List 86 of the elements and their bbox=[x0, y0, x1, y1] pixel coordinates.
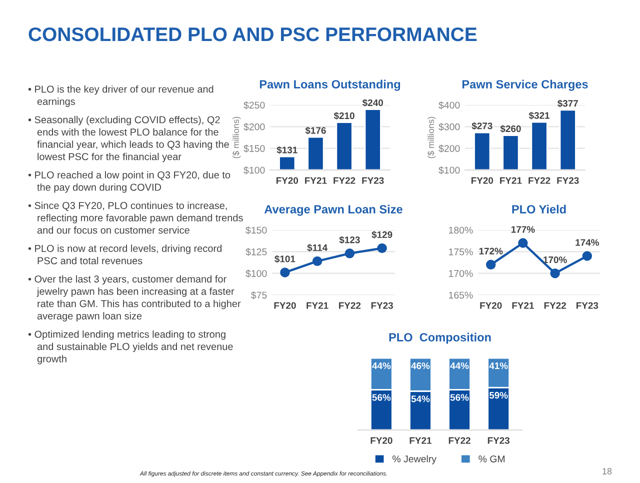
data-label: $123 bbox=[339, 236, 360, 244]
x-tick-label: FY20 bbox=[471, 177, 494, 184]
y-tick-label: $200 bbox=[244, 122, 265, 131]
data-label: $240 bbox=[362, 98, 383, 107]
y-tick-label: $125 bbox=[246, 248, 267, 256]
x-tick-label: FY21 bbox=[410, 437, 432, 444]
data-label: 44% bbox=[372, 362, 391, 370]
y-tick-label: $400 bbox=[438, 101, 460, 110]
point bbox=[280, 268, 290, 278]
data-label: $273 bbox=[472, 122, 492, 130]
text: • Since Q3 FY20, PLO continues to increase, reflecting more favorable pawn demand trends and our focus on customer service bbox=[28, 202, 243, 234]
data-label: 56% bbox=[450, 394, 469, 401]
x-tick-label: FY22 bbox=[448, 437, 470, 444]
x-tick-label: FY23 bbox=[576, 302, 598, 309]
point bbox=[377, 243, 387, 254]
x-tick-label: FY21 bbox=[512, 302, 534, 309]
x-tick-label: FY23 bbox=[371, 302, 393, 309]
data-label: $176 bbox=[305, 126, 326, 134]
y-tick-label: $100 bbox=[438, 166, 460, 174]
y-tick-label: $250 bbox=[244, 101, 265, 110]
x-tick-label: FY20 bbox=[370, 437, 392, 444]
x-tick-label: FY22 bbox=[528, 177, 550, 184]
data-label: $321 bbox=[528, 112, 550, 120]
text: 18 bbox=[602, 468, 612, 474]
data-label: 54% bbox=[411, 396, 430, 402]
data-label: $114 bbox=[307, 244, 328, 252]
data-label: 41% bbox=[489, 362, 508, 370]
y-tick-label: 170% bbox=[449, 270, 473, 277]
chart-title: Pawn Loans Outstanding bbox=[260, 80, 400, 91]
text: CONSOLIDATED PLO AND PSC PERFORMANCE bbox=[28, 27, 477, 42]
y-tick-label: $200 bbox=[438, 144, 460, 153]
x-tick-label: FY20 bbox=[276, 177, 298, 184]
data-label: 174% bbox=[576, 239, 599, 246]
text: • Optimized lending metrics leading to strong and sustainable PLO yields and net revenue growth bbox=[28, 330, 233, 364]
y-tick-label: $75 bbox=[251, 291, 267, 300]
text: • PLO is now at record levels, driving record PSC and total revenues bbox=[28, 244, 222, 264]
y-tick-label: $150 bbox=[244, 144, 265, 153]
data-label: $131 bbox=[276, 146, 298, 154]
y-tick-label: 180% bbox=[449, 226, 473, 234]
point bbox=[312, 256, 322, 266]
data-label: 172% bbox=[479, 248, 503, 254]
point bbox=[486, 260, 496, 270]
legend-label: % Jewelry bbox=[392, 455, 436, 464]
data-label: $260 bbox=[500, 124, 521, 133]
y-tick-label: 165% bbox=[449, 292, 473, 299]
point bbox=[582, 251, 592, 261]
x-tick-label: FY22 bbox=[544, 302, 566, 309]
data-label: 44% bbox=[450, 362, 469, 370]
data-label: $129 bbox=[372, 230, 392, 239]
data-label: 177% bbox=[511, 226, 535, 233]
point bbox=[550, 268, 560, 278]
y-tick-label: $150 bbox=[246, 226, 267, 234]
text: • Seasonally (excluding COVID effects), Q2 ends with the lowest PLO balance for the financial year, which leads to Q3 having the lowest PSC for the financial year bbox=[28, 116, 229, 162]
text: • Over the last 3 years, customer demand for jewelry pawn has been increasing at a faster rate than GM. This has contributed to a higher average pawn loan size bbox=[28, 275, 241, 322]
data-label: $210 bbox=[334, 112, 354, 120]
data-label: 59% bbox=[489, 392, 508, 399]
data-label: 56% bbox=[372, 394, 391, 401]
y-tick-label: 175% bbox=[449, 248, 473, 256]
x-tick-label: FY20 bbox=[480, 302, 502, 309]
y-tick-label: $100 bbox=[246, 270, 267, 278]
x-tick-label: FY23 bbox=[488, 437, 510, 444]
x-tick-label: FY21 bbox=[306, 302, 328, 309]
data-label: $101 bbox=[274, 255, 296, 263]
x-tick-label: FY21 bbox=[305, 177, 327, 184]
point bbox=[344, 248, 355, 258]
text: • PLO reached a low point in Q3 FY20, due to the pay down during COVID bbox=[28, 171, 230, 193]
x-tick-label: FY23 bbox=[557, 177, 579, 184]
x-tick-label: FY22 bbox=[334, 177, 356, 184]
chart-title: Pawn Service Charges bbox=[462, 80, 588, 91]
y-tick-label: $100 bbox=[244, 166, 265, 174]
data-label: 46% bbox=[411, 362, 430, 370]
y-axis-title: ($ millions) bbox=[232, 116, 241, 158]
point bbox=[518, 238, 528, 248]
data-label: 170% bbox=[544, 256, 567, 264]
y-tick-label: $300 bbox=[438, 122, 460, 131]
x-tick-label: FY20 bbox=[274, 302, 296, 309]
y-axis-title: ($ millions) bbox=[427, 116, 436, 158]
chart-title: Average Pawn Loan Size bbox=[264, 204, 402, 216]
x-tick-label: FY21 bbox=[500, 177, 522, 184]
data-label: $377 bbox=[557, 100, 578, 108]
legend-label: % GM bbox=[478, 455, 505, 462]
chart-title: PLO Yield bbox=[512, 204, 566, 214]
x-tick-label: FY22 bbox=[339, 302, 361, 309]
chart-title: PLO Composition bbox=[389, 332, 491, 344]
x-tick-label: FY23 bbox=[362, 177, 384, 184]
text: • PLO is the key driver of our revenue and earnings bbox=[28, 85, 214, 107]
